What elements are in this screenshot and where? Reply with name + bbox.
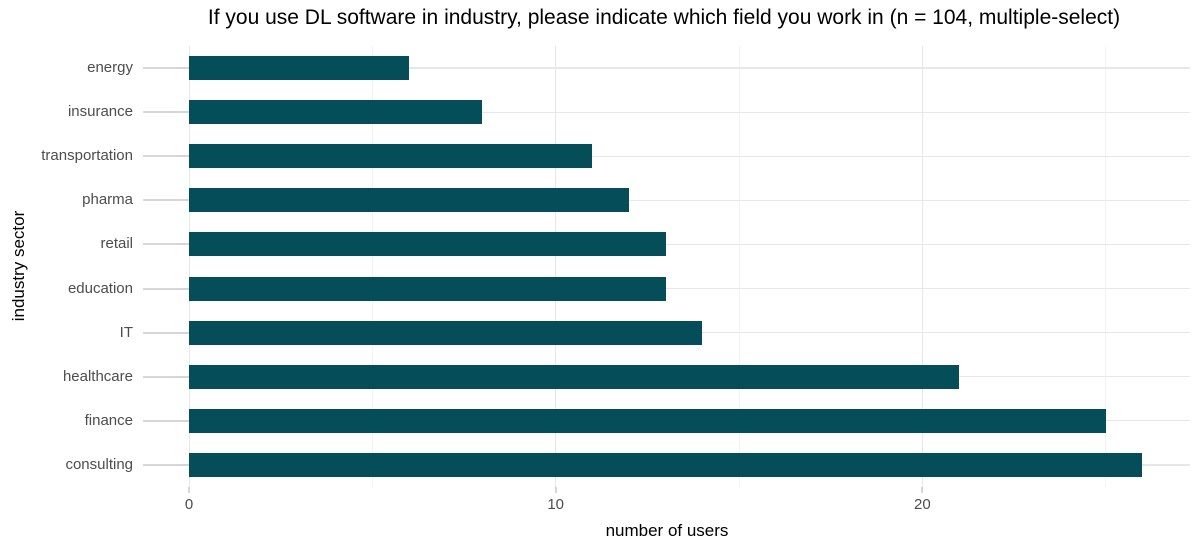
- y-gridline: [189, 67, 1190, 69]
- x-tick-mark: [921, 487, 924, 493]
- x-tick-mark: [554, 487, 557, 493]
- y-tick-mark: [143, 375, 189, 378]
- y-tick-mark: [143, 67, 189, 70]
- chart-title: If you use DL software in industry, plea…: [207, 6, 1121, 29]
- y-tick-mark: [143, 419, 189, 422]
- x-minor-gridline: [1105, 46, 1107, 487]
- bar-transportation: [189, 144, 593, 169]
- bar-finance: [189, 408, 1106, 433]
- x-minor-gridline: [371, 46, 373, 487]
- y-tick-label-transportation: transportation: [41, 147, 133, 165]
- y-tick-mark: [143, 199, 189, 202]
- y-tick-label-pharma: pharma: [82, 191, 133, 209]
- x-axis-title: number of users: [605, 521, 729, 540]
- bar-energy: [189, 56, 409, 81]
- x-minor-gridline: [738, 46, 740, 487]
- x-major-gridline: [555, 46, 557, 487]
- y-tick-label-healthcare: healthcare: [62, 367, 133, 385]
- plot-panel: [188, 46, 1190, 487]
- x-major-gridline: [921, 46, 923, 487]
- bar-IT: [189, 320, 703, 345]
- y-tick-label-finance: finance: [84, 411, 133, 429]
- x-tick-label: 20: [913, 496, 931, 513]
- y-tick-mark: [143, 331, 189, 334]
- y-tick-label-insurance: insurance: [67, 103, 133, 121]
- y-gridline: [189, 199, 1190, 201]
- y-tick-mark: [143, 243, 189, 246]
- y-tick-label-IT: IT: [119, 323, 133, 341]
- bar-retail: [189, 232, 666, 257]
- y-tick-label-consulting: consulting: [65, 455, 133, 473]
- y-tick-mark: [143, 155, 189, 158]
- y-tick-label-energy: energy: [87, 59, 133, 77]
- x-tick-mark: [188, 487, 190, 493]
- bar-consulting: [189, 452, 1143, 477]
- y-tick-label-retail: retail: [100, 235, 133, 253]
- x-tick-label: 0: [184, 496, 194, 513]
- x-tick-label: 10: [547, 496, 564, 513]
- bar-healthcare: [189, 364, 959, 389]
- y-gridline: [189, 111, 1190, 113]
- y-gridline: [189, 243, 1190, 246]
- y-axis-title: industry sector: [9, 210, 28, 322]
- y-gridline: [189, 155, 1190, 157]
- bar-pharma: [189, 188, 629, 213]
- y-tick-label-education: education: [67, 279, 133, 297]
- bar-education: [189, 276, 666, 301]
- y-gridline: [189, 287, 1190, 290]
- y-tick-mark: [143, 111, 189, 114]
- y-tick-mark: [143, 463, 189, 466]
- bar-insurance: [189, 100, 483, 125]
- x-major-gridline: [188, 46, 190, 487]
- y-tick-mark: [143, 287, 189, 290]
